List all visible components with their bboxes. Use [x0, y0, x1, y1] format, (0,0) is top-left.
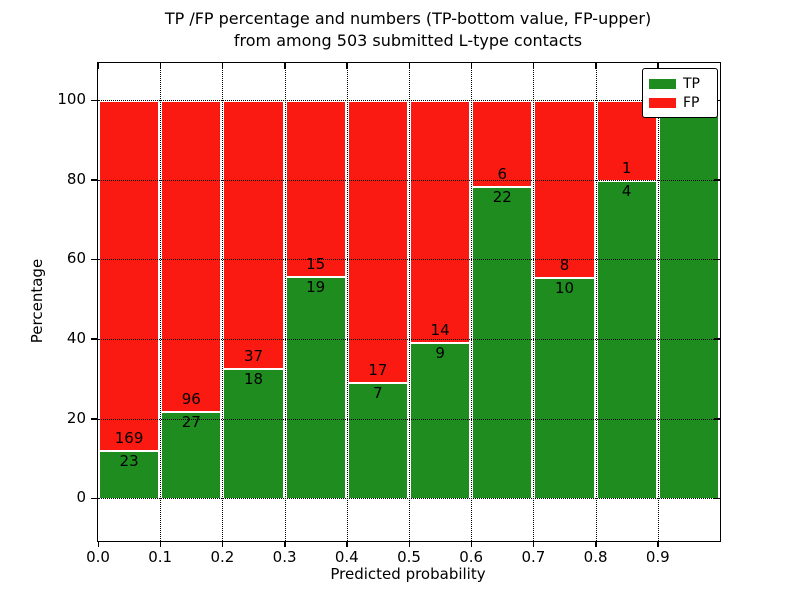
y-tick-mark: [91, 497, 97, 500]
x-tick-label: 0.5: [397, 548, 421, 566]
x-tick-label: 0.6: [459, 548, 484, 566]
x-gridline: [284, 63, 286, 541]
x-gridline: [222, 63, 224, 541]
x-gridline: [409, 63, 410, 541]
y-tick-mark: [91, 258, 97, 261]
x-tick-mark: [221, 541, 224, 547]
y-tick-label: 80: [66, 169, 86, 188]
x-tick-mark: [97, 541, 99, 547]
x-gridline: [346, 63, 348, 541]
chart-title-line2: from among 503 submitted L-type contacts: [233, 31, 583, 50]
x-gridline: [471, 63, 473, 541]
bar-tp-segment: [657, 100, 720, 499]
bar-fp-segment: [98, 100, 161, 451]
x-gridline: [160, 63, 162, 541]
bar-fp-segment: [533, 100, 596, 278]
x-tick-label: 0.0: [86, 548, 110, 566]
legend-label-tp: TP: [683, 75, 700, 92]
x-tick-label: 0.3: [272, 548, 297, 566]
bar-tp-segment: [98, 450, 161, 499]
legend-label-fp: FP: [683, 94, 700, 111]
bar-fp-segment: [222, 100, 285, 368]
x-tick-label: 0.2: [210, 548, 235, 566]
y-tick-label: 100: [57, 90, 86, 109]
plot-area: TP FP 1692396273718151917714962281014102…: [57, 62, 721, 566]
x-tick-mark-top: [97, 63, 99, 69]
bar-tp-segment: [409, 342, 472, 499]
y-tick-label: 60: [66, 249, 86, 268]
legend-entry-fp: FP: [649, 93, 711, 112]
x-tick-mark: [470, 541, 473, 547]
bar-tp-segment: [284, 275, 347, 499]
bar-fp-segment: [160, 100, 223, 411]
bar-fp-segment: [346, 100, 409, 383]
legend-entry-tp: TP: [649, 74, 711, 93]
x-tick-mark: [595, 541, 597, 547]
x-gridline: [657, 63, 659, 541]
bar-tp-segment: [222, 367, 285, 499]
y-tick-mark: [91, 338, 97, 340]
bar-tp-segment: [533, 277, 596, 499]
chart-title-line1: TP /FP percentage and numbers (TP-bottom…: [164, 9, 652, 28]
y-tick-mark: [91, 179, 97, 181]
x-tick-mark: [346, 541, 348, 547]
x-gridline: [533, 63, 535, 541]
legend: TP FP: [642, 68, 718, 118]
y-axis-label: Percentage: [28, 258, 46, 344]
tp-color-swatch: [649, 78, 676, 89]
bar-fp-segment: [284, 100, 347, 276]
y-tick-label: 20: [66, 408, 86, 427]
x-tick-label: 0.1: [148, 548, 173, 566]
x-gridline: [595, 63, 597, 541]
x-tick-label: 0.9: [645, 548, 670, 566]
bar-tp-segment: [346, 382, 409, 499]
x-tick-mark: [159, 541, 162, 547]
x-tick-label: 0.8: [583, 548, 608, 566]
x-tick-mark: [408, 541, 410, 547]
x-tick-mark: [284, 541, 286, 547]
bar-fp-segment: [409, 100, 472, 343]
bar-tp-segment: [471, 185, 534, 499]
bar-tp-segment: [160, 410, 223, 499]
x-tick-mark: [657, 541, 659, 547]
x-tick-label: 0.4: [334, 548, 359, 566]
x-tick-label: 0.7: [521, 548, 546, 566]
y-tick-mark: [91, 418, 97, 420]
y-tick-mark: [91, 99, 97, 102]
x-tick-mark: [532, 541, 535, 547]
y-tick-label: 40: [66, 328, 86, 347]
chart-title: TP /FP percentage and numbers (TP-bottom…: [97, 8, 719, 52]
bar-fp-segment: [471, 100, 534, 186]
fp-color-swatch: [649, 97, 676, 108]
y-tick-label: 0: [76, 488, 86, 507]
x-axis-label: Predicted probability: [330, 565, 486, 583]
